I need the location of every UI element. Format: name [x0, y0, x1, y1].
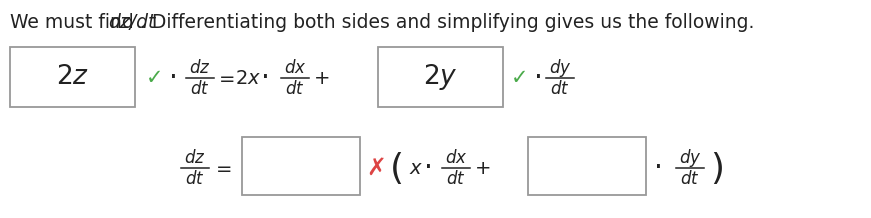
Text: $dt$: $dt$ — [190, 80, 210, 98]
Text: $dt$: $dt$ — [186, 170, 205, 188]
Text: $dt$: $dt$ — [680, 170, 699, 188]
Text: $dt$: $dt$ — [550, 80, 570, 98]
Text: $dz$: $dz$ — [189, 59, 211, 77]
Text: $dx$: $dx$ — [284, 59, 307, 77]
Text: ✓: ✓ — [146, 68, 164, 88]
Text: ✓: ✓ — [511, 68, 529, 88]
Text: We must find: We must find — [10, 13, 139, 32]
Text: $2y$: $2y$ — [423, 62, 458, 92]
Text: $=$: $=$ — [215, 68, 235, 87]
Text: ✗: ✗ — [366, 156, 386, 180]
Text: $($: $($ — [389, 150, 405, 186]
Text: $x$: $x$ — [408, 158, 423, 177]
Text: $dx$: $dx$ — [445, 149, 467, 167]
Text: $+$: $+$ — [474, 158, 490, 177]
Text: dz/dt: dz/dt — [108, 13, 155, 32]
Text: $dy$: $dy$ — [679, 147, 701, 169]
Text: . Differentiating both sides and simplifying gives us the following.: . Differentiating both sides and simplif… — [140, 13, 754, 32]
Text: ·: · — [653, 154, 663, 182]
Text: $2x$: $2x$ — [235, 68, 261, 87]
Text: $=$: $=$ — [212, 158, 232, 177]
Text: ·: · — [534, 64, 543, 92]
Text: ·: · — [423, 154, 432, 182]
FancyBboxPatch shape — [242, 137, 360, 195]
Text: $+$: $+$ — [313, 68, 329, 87]
Text: $dz$: $dz$ — [184, 149, 206, 167]
FancyBboxPatch shape — [528, 137, 646, 195]
Text: $)$: $)$ — [710, 150, 722, 186]
Text: ·: · — [260, 64, 269, 92]
Text: $dt$: $dt$ — [446, 170, 466, 188]
Text: $dt$: $dt$ — [285, 80, 305, 98]
Text: $dy$: $dy$ — [549, 57, 571, 79]
FancyBboxPatch shape — [10, 47, 135, 107]
Text: $2z$: $2z$ — [56, 64, 89, 90]
Text: ·: · — [169, 64, 178, 92]
FancyBboxPatch shape — [378, 47, 503, 107]
